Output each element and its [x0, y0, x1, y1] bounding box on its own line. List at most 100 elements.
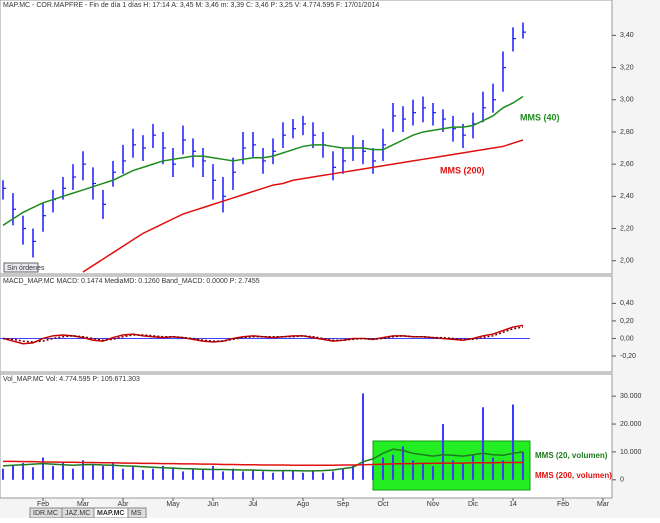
- volume-bar: [182, 471, 184, 480]
- volume-bar: [512, 404, 514, 480]
- tab-label[interactable]: IDR.MC: [33, 510, 58, 517]
- volume-bar: [52, 465, 54, 480]
- volume-bar: [82, 460, 84, 480]
- x-tick-label: Jun: [207, 501, 218, 508]
- y-tick-label: 2,60: [620, 161, 634, 168]
- series-line: [82, 139, 524, 273]
- x-tick-label: Sep: [337, 501, 350, 508]
- volume-bar: [162, 465, 164, 480]
- series-line: [2, 326, 524, 343]
- volume-bar: [312, 471, 314, 480]
- y-tick-label: -0,20: [620, 353, 636, 360]
- price-panel: [0, 0, 613, 275]
- volume-bar: [92, 464, 94, 480]
- series-line: [3, 460, 523, 467]
- tab-label[interactable]: MS: [131, 510, 142, 517]
- volume-bar: [302, 472, 304, 480]
- y-tick-label: 0,00: [620, 335, 634, 342]
- x-tick-label: Jul: [249, 501, 258, 508]
- volume-bar: [332, 471, 334, 480]
- panel-header: Vol_MAP.MC Vol: 4.774.595 P: 105.671.303: [3, 376, 140, 383]
- x-tick-label: 14: [509, 501, 517, 508]
- x-tick-label: Abr: [118, 501, 130, 508]
- volume-bar: [122, 468, 124, 480]
- highlight-box: [372, 440, 531, 491]
- x-tick-label: Oct: [378, 501, 389, 508]
- volume-bar: [42, 457, 44, 480]
- x-tick-label: Mar: [77, 501, 90, 508]
- y-tick-label: 3,40: [620, 32, 634, 39]
- volume-bar: [462, 463, 464, 480]
- volume-bar: [272, 472, 274, 480]
- volume-bar: [192, 468, 194, 480]
- x-tick-label: Feb: [37, 501, 49, 508]
- y-tick-label: 10.000: [620, 449, 642, 456]
- y-tick-label: 3,00: [620, 97, 634, 104]
- volume-bar: [132, 465, 134, 480]
- volume-bar: [412, 460, 414, 480]
- series-label: MMS (200, volumen): [535, 471, 612, 480]
- volume-bar: [492, 457, 494, 480]
- series-line: [2, 448, 524, 472]
- x-tick-label: Mar: [597, 501, 610, 508]
- tab-label[interactable]: JAZ.MC: [65, 510, 90, 517]
- volume-bar: [472, 454, 474, 480]
- volume-bar: [2, 468, 4, 480]
- volume-bar: [292, 470, 294, 480]
- volume-bar: [62, 463, 64, 480]
- status: Sin órdenes: [7, 265, 45, 272]
- volume-bar: [432, 465, 434, 480]
- volume-bar: [362, 393, 364, 480]
- volume-bar: [452, 460, 454, 480]
- volume-bar: [142, 470, 144, 480]
- volume-bar: [12, 465, 14, 480]
- volume-bar: [172, 467, 174, 480]
- x-tick-label: Nov: [427, 501, 440, 508]
- volume-bar: [482, 407, 484, 480]
- y-tick-label: 0,40: [620, 300, 634, 307]
- y-tick-label: 0: [620, 477, 624, 484]
- volume-bar: [32, 467, 34, 480]
- volume-bar: [262, 471, 264, 480]
- volume-bar: [242, 471, 244, 480]
- volume-bar: [202, 470, 204, 480]
- volume-bar: [322, 472, 324, 480]
- y-tick-label: 30.000: [620, 393, 642, 400]
- x-tick-label: Feb: [557, 501, 569, 508]
- volume-bar: [382, 457, 384, 480]
- tab-label[interactable]: MAP.MC: [97, 510, 124, 517]
- volume-bar: [102, 465, 104, 480]
- series-label: MMS (200): [440, 165, 485, 175]
- y-tick-label: 3,20: [620, 64, 634, 71]
- volume-bar: [352, 465, 354, 480]
- volume-bar: [502, 460, 504, 480]
- series-label: MMS (40): [520, 112, 560, 122]
- volume-bar: [22, 463, 24, 480]
- y-tick-label: 2,80: [620, 129, 634, 136]
- y-tick-label: 0,20: [620, 318, 634, 325]
- x-tick-label: May: [166, 501, 180, 508]
- volume-bar: [372, 465, 374, 480]
- volume-bar: [152, 468, 154, 480]
- volume-bar: [222, 471, 224, 480]
- y-tick-label: 20.000: [620, 421, 642, 428]
- status-box: [3, 262, 39, 273]
- y-tick-label: 2,20: [620, 225, 634, 232]
- volume-bar: [442, 424, 444, 480]
- volume-bar: [342, 468, 344, 480]
- volume-bar: [232, 468, 234, 480]
- x-tick-label: Ago: [297, 501, 310, 508]
- volume-bar: [252, 470, 254, 480]
- x-tick-label: Dic: [468, 501, 479, 508]
- panel-header: MACD_MAP.MC MACD: 0.1474 MediaMD: 0.1260…: [3, 278, 260, 285]
- tabs: IDR.MC JAZ.MC MAP.MC MS: [29, 507, 147, 519]
- series-line: [2, 95, 524, 226]
- volume-bar: [522, 451, 524, 480]
- volume-bar: [72, 468, 74, 480]
- panel-header: MAP.MC - COR.MAPFRE - Fin de día 1 días …: [3, 2, 379, 9]
- y-tick-label: 2,00: [620, 258, 634, 265]
- y-tick-label: 2,40: [620, 193, 634, 200]
- macd-panel: [0, 275, 613, 373]
